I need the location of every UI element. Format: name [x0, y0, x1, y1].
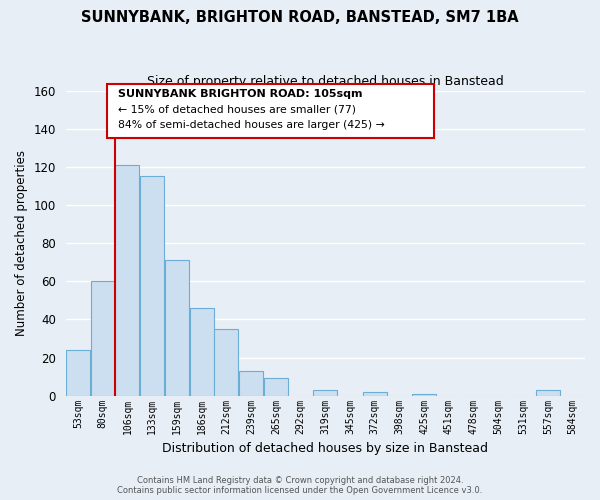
Bar: [115, 165, 139, 396]
Text: 84% of semi-detached houses are larger (425) →: 84% of semi-detached houses are larger (…: [118, 120, 385, 130]
Bar: [91, 281, 115, 396]
Bar: [536, 390, 560, 396]
Bar: [412, 394, 436, 396]
Bar: [264, 378, 288, 396]
Bar: [214, 329, 238, 396]
Text: Contains HM Land Registry data © Crown copyright and database right 2024.
Contai: Contains HM Land Registry data © Crown c…: [118, 476, 482, 495]
Bar: [363, 392, 387, 396]
Text: SUNNYBANK BRIGHTON ROAD: 105sqm: SUNNYBANK BRIGHTON ROAD: 105sqm: [118, 89, 362, 99]
Bar: [239, 371, 263, 396]
Bar: [313, 390, 337, 396]
Bar: [140, 176, 164, 396]
FancyBboxPatch shape: [107, 84, 434, 138]
Y-axis label: Number of detached properties: Number of detached properties: [15, 150, 28, 336]
X-axis label: Distribution of detached houses by size in Banstead: Distribution of detached houses by size …: [163, 442, 488, 455]
Bar: [66, 350, 90, 396]
Bar: [165, 260, 189, 396]
Text: SUNNYBANK, BRIGHTON ROAD, BANSTEAD, SM7 1BA: SUNNYBANK, BRIGHTON ROAD, BANSTEAD, SM7 …: [81, 10, 519, 25]
Title: Size of property relative to detached houses in Banstead: Size of property relative to detached ho…: [147, 75, 504, 88]
Bar: [190, 308, 214, 396]
Text: ← 15% of detached houses are smaller (77): ← 15% of detached houses are smaller (77…: [118, 104, 356, 115]
